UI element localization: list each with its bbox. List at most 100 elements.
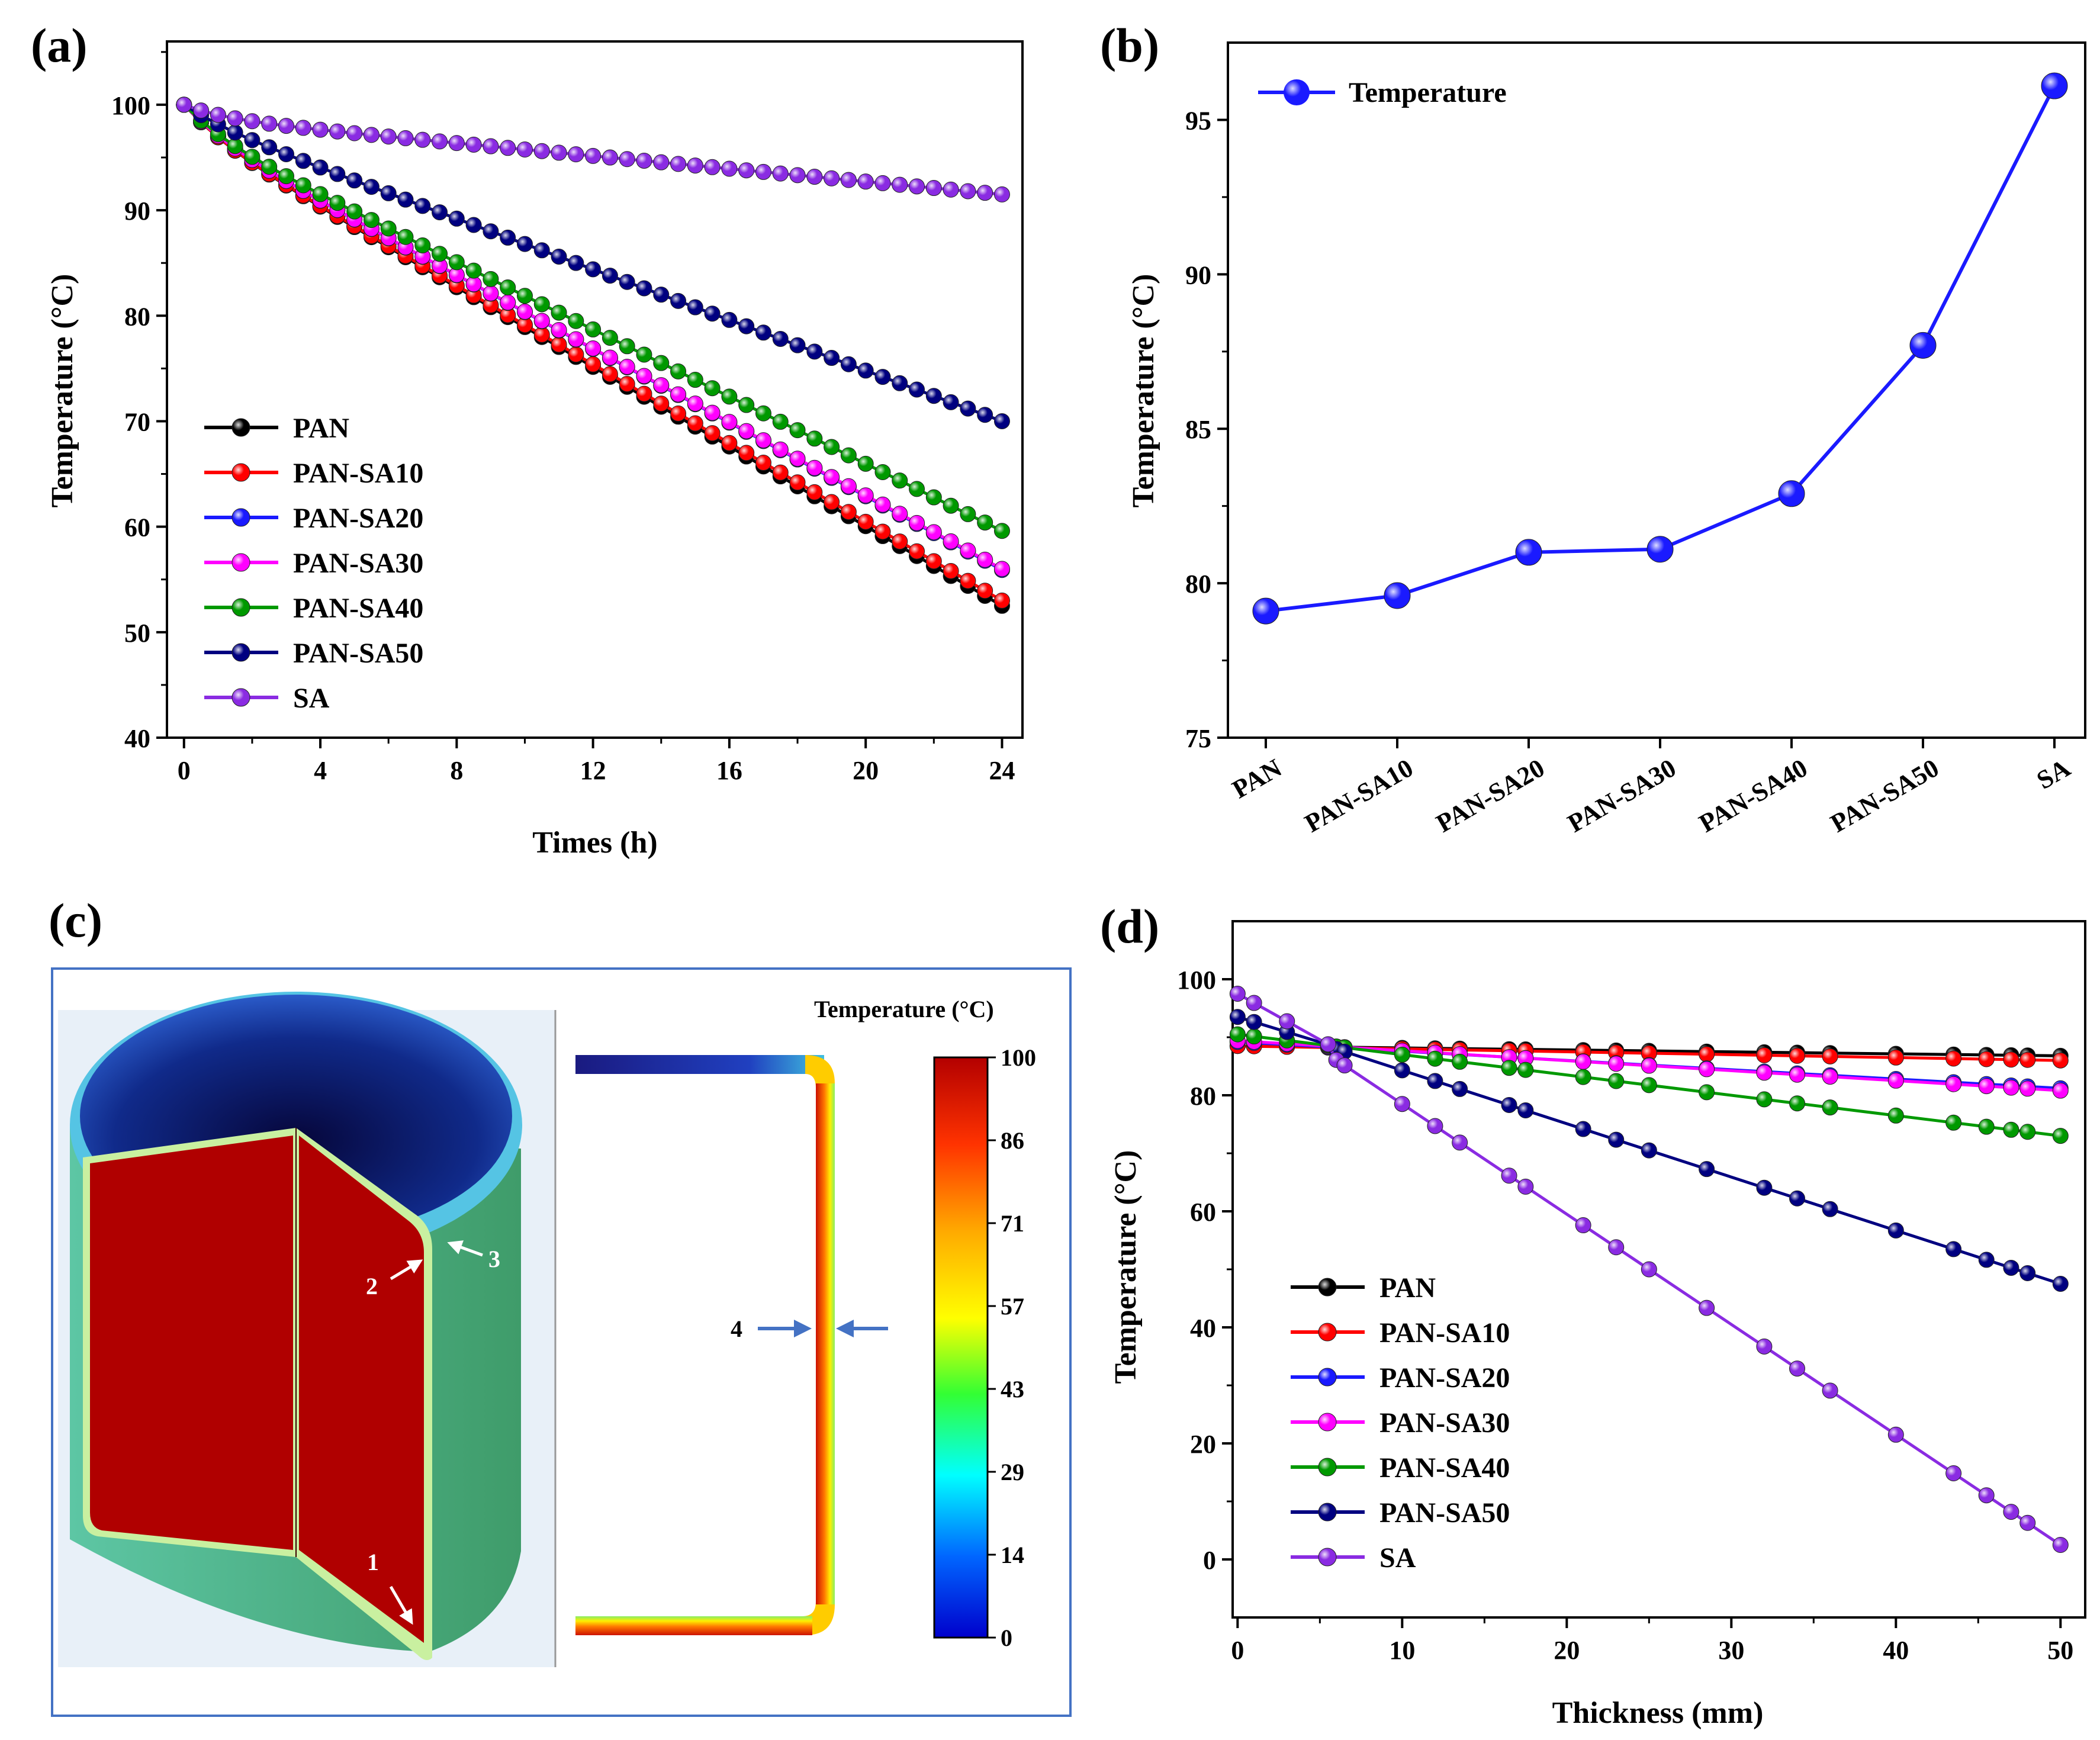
data-point-a-PAN-SA30-shine — [960, 542, 976, 558]
data-point-a-PAN-SA50-shine — [517, 236, 533, 252]
data-point-a-SA-shine — [278, 118, 294, 134]
data-point-a-PAN-SA10-shine — [705, 425, 721, 441]
data-point-a-PAN-SA30-shine — [909, 515, 925, 531]
data-point-a-PAN-SA50-shine — [790, 337, 806, 353]
data-point-d-PAN-SA30-shine — [1888, 1073, 1904, 1089]
data-point-a-PAN-SA10-shine — [602, 366, 618, 382]
y-tick-label-d: 60 — [1190, 1198, 1216, 1227]
data-point-a-PAN-SA10-shine — [585, 356, 601, 372]
data-point-a-PAN-SA50-shine — [687, 300, 703, 316]
data-point-a-SA-shine — [977, 185, 993, 201]
data-point-a-PAN-SA50-shine — [278, 146, 294, 162]
data-point-a-PAN-SA40-shine — [602, 330, 618, 346]
data-point-a-PAN-SA50-shine — [943, 394, 959, 410]
data-point-d-SA-shine — [1452, 1134, 1468, 1150]
data-point-d-PAN-SA30-shine — [1945, 1076, 1961, 1092]
data-point-a-PAN-SA10-shine — [636, 386, 652, 402]
data-point-a-PAN-SA40-shine — [824, 439, 840, 455]
data-point-d-PAN-SA30-shine — [1608, 1056, 1624, 1072]
data-point-a-SA-shine — [500, 140, 516, 156]
data-point-a-PAN-SA40-shine — [517, 288, 533, 304]
data-point-d-PAN-SA50-shine — [1789, 1191, 1805, 1207]
data-point-d-PAN-SA40-shine — [1756, 1091, 1772, 1107]
data-point-a-PAN-SA40-shine — [346, 204, 362, 220]
data-point-d-PAN-SA40-shine — [1888, 1108, 1904, 1124]
x-tick-label-a: 24 — [989, 756, 1015, 785]
panel-a: (a) 0 4 8 12 16 20 24 40 50 60 70 80 90 100 Times (h)… — [31, 18, 1024, 860]
data-point-a-PAN-SA50-shine — [653, 287, 669, 303]
data-point-a-PAN-SA50-shine — [364, 179, 380, 195]
data-point-d-PAN-SA50-shine — [1501, 1097, 1517, 1113]
data-point-a-PAN-SA10-shine — [738, 445, 754, 461]
data-point-a-PAN-SA50-shine — [568, 255, 584, 271]
data-point-a-SA-shine — [687, 157, 703, 173]
data-point-a-SA-shine — [517, 141, 533, 157]
y-tick-label-a: 50 — [124, 619, 150, 648]
data-point-a-PAN-SA40-shine — [278, 168, 294, 184]
legend-a-label-PAN-SA20: PAN-SA20 — [293, 503, 423, 534]
x-tick-label-a: 4 — [314, 756, 327, 785]
data-point-a-PAN-SA10-shine — [960, 573, 976, 589]
annotation-1-label: 1 — [367, 1549, 379, 1575]
x-tick-label-d: 50 — [2047, 1636, 2073, 1665]
data-point-d-SA-shine — [1789, 1361, 1805, 1376]
data-point-a-PAN-SA50-shine — [909, 382, 925, 397]
legend-a: PAN PAN-SA10 PAN-SA20 PAN-SA30 PAN-SA40 PAN-S… — [204, 413, 423, 714]
data-point-a-SA-shine — [244, 113, 260, 129]
legend-d-marker-PAN-shine — [1318, 1278, 1336, 1296]
data-point-b-shine — [1910, 332, 1936, 359]
data-point-a-PAN-SA10-shine — [892, 533, 908, 549]
y-tick-label-b: 90 — [1185, 260, 1211, 290]
legend-d-marker-PAN-SA10-shine — [1318, 1323, 1336, 1341]
data-point-a-PAN-SA30-shine — [943, 533, 959, 549]
legend-d-marker-PAN-SA50-shine — [1318, 1503, 1336, 1521]
legend-d-marker-PAN-SA40-shine — [1318, 1458, 1336, 1476]
data-point-d-PAN-SA40-shine — [1394, 1047, 1410, 1063]
data-point-d-SA-shine — [1501, 1167, 1517, 1183]
data-point-a-SA-shine — [909, 178, 925, 194]
y-tick-label-a: 80 — [124, 302, 150, 331]
data-point-a-PAN-SA30-shine — [755, 432, 771, 448]
data-point-a-SA-shine — [602, 150, 618, 166]
panel-label-c: (c) — [49, 893, 102, 947]
data-point-a-PAN-SA30-shine — [602, 350, 618, 366]
panel-b: (b) 75 80 85 90 95 PAN PAN-SA10 PAN-SA20 PAN-SA3… — [1100, 18, 2086, 838]
data-point-d-SA-shine — [1888, 1427, 1904, 1443]
data-point-a-PAN-SA10-shine — [619, 376, 635, 392]
legend-a-marker-PAN-shine — [232, 419, 250, 436]
data-point-a-PAN-SA30-shine — [687, 395, 703, 411]
series-group-a — [176, 97, 1010, 614]
data-point-d-PAN-SA10-shine — [2053, 1053, 2069, 1069]
data-point-a-SA-shine — [824, 171, 840, 186]
wall-top-segment — [575, 1055, 824, 1074]
data-point-a-PAN-SA50-shine — [313, 159, 329, 175]
x-tick-label-d: 0 — [1231, 1636, 1244, 1665]
data-point-a-PAN-SA30-shine — [721, 414, 737, 430]
data-point-a-PAN-SA10-shine — [517, 317, 533, 333]
data-point-b-shine — [1779, 480, 1805, 507]
annotation-1-arrow — [389, 1585, 413, 1625]
data-point-d-PAN-SA50-shine — [1427, 1073, 1443, 1089]
data-point-a-PAN-SA50-shine — [346, 172, 362, 188]
data-point-a-PAN-SA40-shine — [909, 481, 925, 497]
panel-d: (d) 0 10 20 30 40 50 0 20 40 60 80 100 Thickness (m… — [1100, 899, 2086, 1730]
data-point-d-SA-shine — [1320, 1036, 1336, 1052]
data-point-d-SA-shine — [1337, 1057, 1353, 1073]
data-point-a-SA-shine — [755, 164, 771, 180]
x-tick-label-d: 40 — [1883, 1636, 1909, 1665]
data-point-a-PAN-SA30-shine — [585, 340, 601, 356]
colorbar-tick-label: 71 — [1001, 1210, 1024, 1237]
data-point-d-PAN-SA30-shine — [1979, 1078, 1995, 1094]
data-point-d-PAN-SA50-shine — [1756, 1180, 1772, 1196]
data-point-a-PAN-SA30-shine — [977, 552, 993, 568]
legend-a-label-PAN-SA30: PAN-SA30 — [293, 548, 423, 579]
data-point-a-PAN-SA40-shine — [874, 464, 890, 480]
colorbar — [933, 1056, 989, 1639]
data-point-a-PAN-SA40-shine — [568, 313, 584, 329]
data-point-a-PAN-SA10-shine — [483, 297, 499, 313]
data-point-d-SA-shine — [1699, 1300, 1715, 1316]
data-point-a-PAN-SA30-shine — [432, 258, 448, 274]
data-point-a-SA-shine — [653, 155, 669, 171]
data-point-a-PAN-SA30-shine — [874, 497, 890, 513]
data-point-a-SA-shine — [534, 143, 550, 159]
